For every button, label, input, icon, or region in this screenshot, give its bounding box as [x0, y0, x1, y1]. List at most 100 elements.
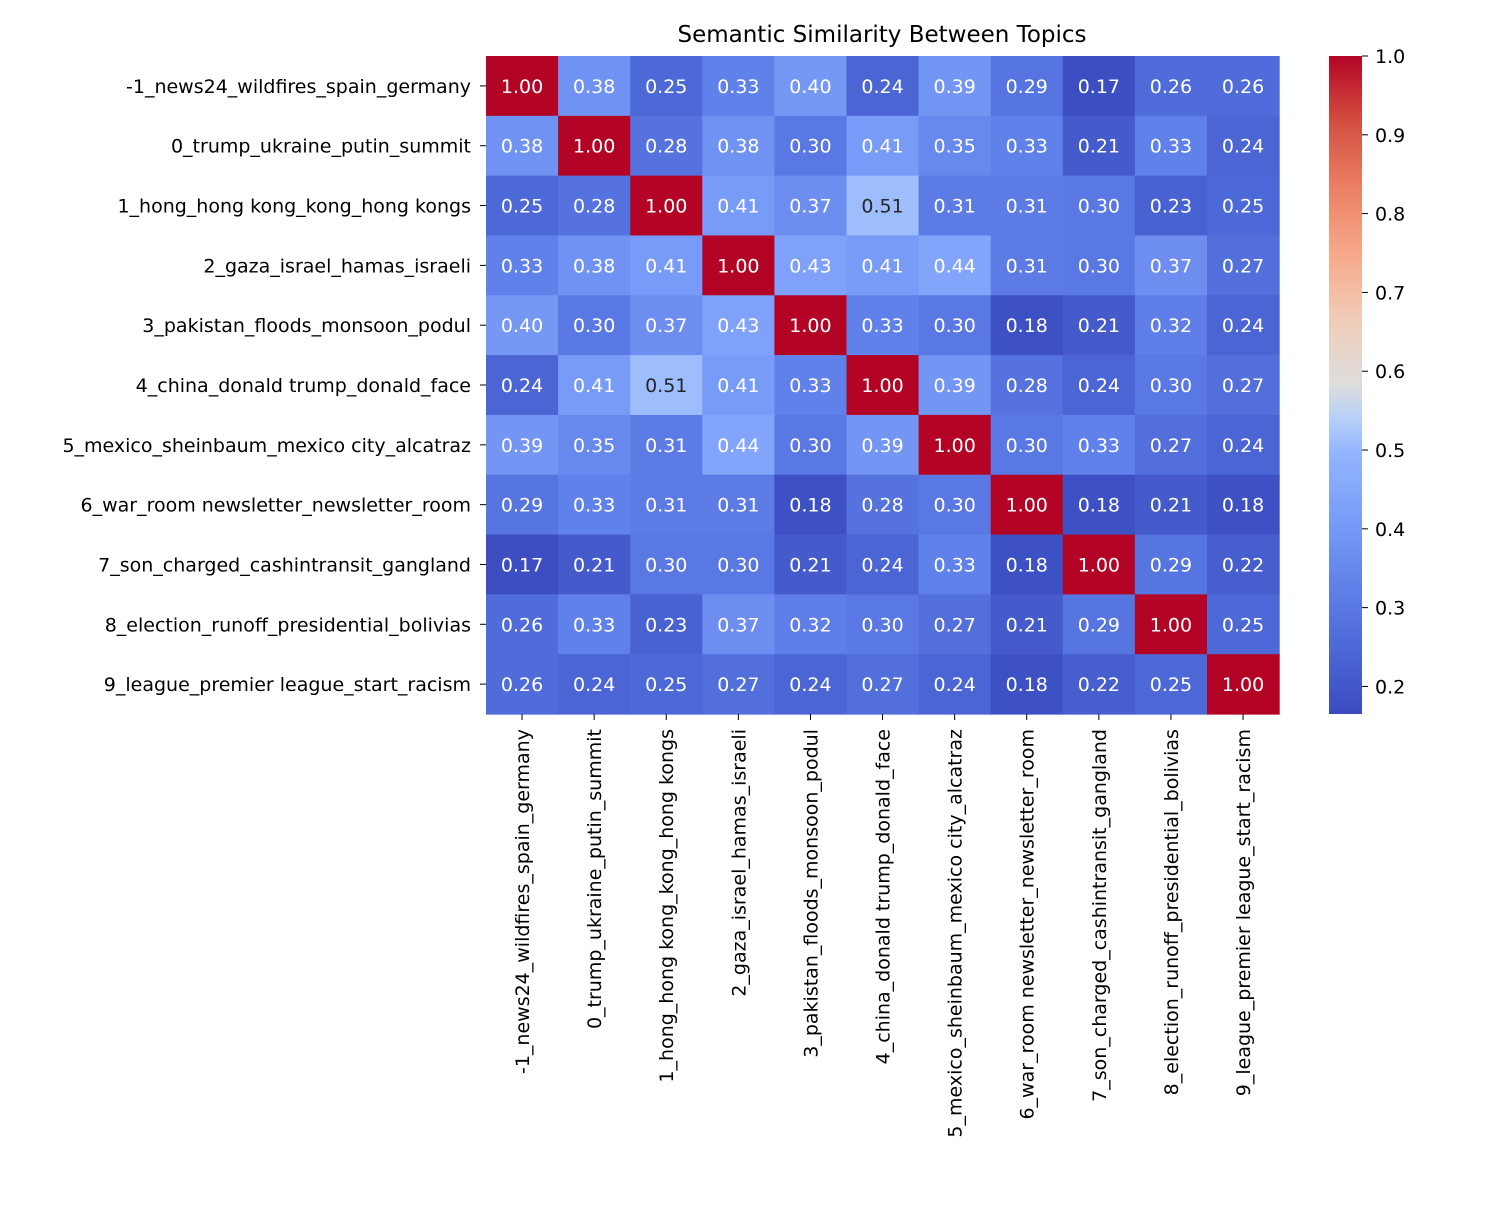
- cell-value-label: 0.25: [501, 196, 543, 218]
- heatmap-cell: [918, 654, 992, 715]
- cell-value-label: 0.30: [933, 315, 975, 337]
- heatmap-cell: [630, 115, 703, 177]
- heatmap-cell: [1062, 414, 1136, 476]
- colorbar-tick-label: 1.0: [1375, 46, 1405, 68]
- cell-value-label: 0.38: [573, 255, 615, 277]
- heatmap-cell: [558, 534, 631, 595]
- colorbar: 0.2 0.3 0.4 0.5 0.6 0.7 0.8 0.9 1.0: [1329, 46, 1405, 715]
- x-tick-label: 3_pakistan_floods_monsoon_podul: [800, 729, 822, 1058]
- heatmap-cell: [630, 594, 703, 655]
- heatmap-cell: [774, 175, 848, 237]
- cell-value-label: 0.24: [1222, 435, 1264, 457]
- cell-value-label: 0.43: [717, 315, 759, 337]
- cell-value-label: 0.28: [861, 495, 903, 517]
- heatmap-cell: [846, 355, 920, 416]
- heatmap-cell: [774, 56, 848, 117]
- heatmap-cell: [1207, 115, 1280, 177]
- x-tick-label: 7_son_charged_cashintransit_gangland: [1089, 729, 1111, 1102]
- heatmap-cell: [774, 594, 848, 655]
- cell-value-label: 0.35: [933, 136, 975, 158]
- cell-value-label: 0.27: [1222, 375, 1264, 397]
- chart-title: Semantic Similarity Between Topics: [677, 22, 1086, 48]
- cell-value-label: 1.00: [789, 315, 831, 337]
- cell-value-label: 0.41: [573, 375, 615, 397]
- heatmap-cell: [1207, 534, 1280, 595]
- heatmap-cell: [630, 534, 703, 595]
- heatmap-cell: [558, 654, 631, 715]
- heatmap-cell: [702, 235, 775, 296]
- y-tick-label: 9_league_premier league_start_racism: [104, 674, 471, 696]
- cell-value-label: 0.33: [789, 375, 831, 397]
- cell-value-label: 0.33: [1006, 136, 1048, 158]
- heatmap-cell: [630, 654, 703, 715]
- heatmap-cell: [486, 654, 559, 715]
- cell-value-label: 1.00: [933, 435, 975, 457]
- heatmap-cell: [846, 654, 920, 715]
- y-tick-label: 5_mexico_sheinbaum_mexico city_alcatraz: [62, 435, 471, 457]
- heatmap-cell: [846, 235, 920, 296]
- heatmap-cell: [486, 355, 559, 416]
- heatmap-cell: [774, 115, 848, 177]
- cell-value-label: 0.28: [573, 196, 615, 218]
- cell-value-label: 0.38: [717, 136, 759, 158]
- heatmap-cell: [702, 414, 775, 476]
- heatmap-cell: [990, 56, 1064, 117]
- cell-value-label: 0.17: [501, 554, 543, 576]
- cell-value-label: 0.33: [573, 495, 615, 517]
- cell-value-label: 0.30: [1078, 255, 1120, 277]
- cell-value-label: 0.39: [933, 375, 975, 397]
- heatmap-cell: [702, 654, 775, 715]
- colorbar-tick-label: 0.3: [1375, 598, 1405, 620]
- heatmap-cell: [702, 175, 775, 237]
- cell-value-label: 0.30: [861, 614, 903, 636]
- cell-value-label: 0.30: [789, 136, 831, 158]
- heatmap-cell: [774, 235, 848, 296]
- cell-value-label: 0.31: [717, 495, 759, 517]
- cell-value-label: 0.24: [573, 674, 615, 696]
- x-axis-tick-labels: -1_news24_wildfires_spain_germany 0_trump…: [512, 714, 1255, 1138]
- heatmap-cell: [990, 175, 1064, 237]
- heatmap-cell: [1207, 175, 1280, 237]
- cell-value-label: 0.37: [1150, 255, 1192, 277]
- heatmap-cell: [1062, 474, 1136, 536]
- heatmap-cell: [774, 355, 848, 416]
- heatmap-cell: [1134, 175, 1208, 237]
- heatmap-cell: [486, 56, 559, 117]
- cell-value-label: 0.27: [1150, 435, 1192, 457]
- cell-value-label: 0.21: [789, 554, 831, 576]
- cell-value-label: 0.37: [789, 196, 831, 218]
- cell-value-label: 0.31: [645, 435, 687, 457]
- x-tick-label: 5_mexico_sheinbaum_mexico city_alcatraz: [945, 729, 967, 1138]
- cell-value-label: 0.31: [933, 196, 975, 218]
- cell-value-label: 1.00: [501, 76, 543, 98]
- heatmap-cell: [702, 474, 775, 536]
- cell-value-label: 0.25: [645, 674, 687, 696]
- heatmap-cell: [1207, 474, 1280, 536]
- heatmap-cell: [774, 654, 848, 715]
- cell-value-label: 1.00: [861, 375, 903, 397]
- heatmap-cell: [702, 115, 775, 177]
- heatmap-cell: [486, 594, 559, 655]
- cell-value-label: 0.24: [861, 76, 903, 98]
- x-tick-label: 8_election_runoff_presidential_bolivias: [1161, 729, 1183, 1095]
- cell-value-label: 0.30: [1150, 375, 1192, 397]
- heatmap-cell: [702, 56, 775, 117]
- heatmap-cell: [846, 175, 920, 237]
- cell-value-label: 0.18: [1222, 495, 1264, 517]
- heatmap-cell: [774, 295, 848, 356]
- cell-value-label: 0.25: [1150, 674, 1192, 696]
- cell-value-label: 0.39: [861, 435, 903, 457]
- cell-value-label: 0.40: [789, 76, 831, 98]
- heatmap-cell: [630, 295, 703, 356]
- cell-value-label: 0.33: [1150, 136, 1192, 158]
- heatmap-cell: [846, 115, 920, 177]
- heatmap-cell: [702, 534, 775, 595]
- cell-value-label: 0.26: [501, 614, 543, 636]
- heatmap-cell: [1134, 235, 1208, 296]
- heatmap-cell: [990, 295, 1064, 356]
- heatmap-cell: [486, 175, 559, 237]
- cell-value-label: 0.39: [933, 76, 975, 98]
- heatmap-cell: [990, 414, 1064, 476]
- heatmap-cell: [918, 115, 992, 177]
